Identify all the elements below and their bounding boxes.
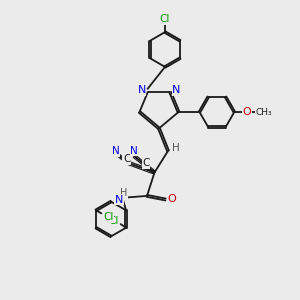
- Text: N: N: [172, 85, 181, 95]
- Text: O: O: [168, 194, 177, 205]
- Text: N: N: [130, 146, 138, 156]
- Text: H: H: [120, 188, 127, 198]
- Text: Cl: Cl: [103, 212, 114, 222]
- Text: N: N: [115, 195, 123, 205]
- Text: H: H: [172, 143, 179, 153]
- Text: C: C: [123, 154, 130, 164]
- Text: N: N: [137, 85, 146, 95]
- Text: C: C: [142, 158, 150, 168]
- Text: O: O: [242, 107, 251, 117]
- Text: N: N: [112, 146, 119, 157]
- Text: Cl: Cl: [108, 216, 119, 226]
- Text: Cl: Cl: [160, 14, 170, 25]
- Text: CH₃: CH₃: [255, 107, 272, 116]
